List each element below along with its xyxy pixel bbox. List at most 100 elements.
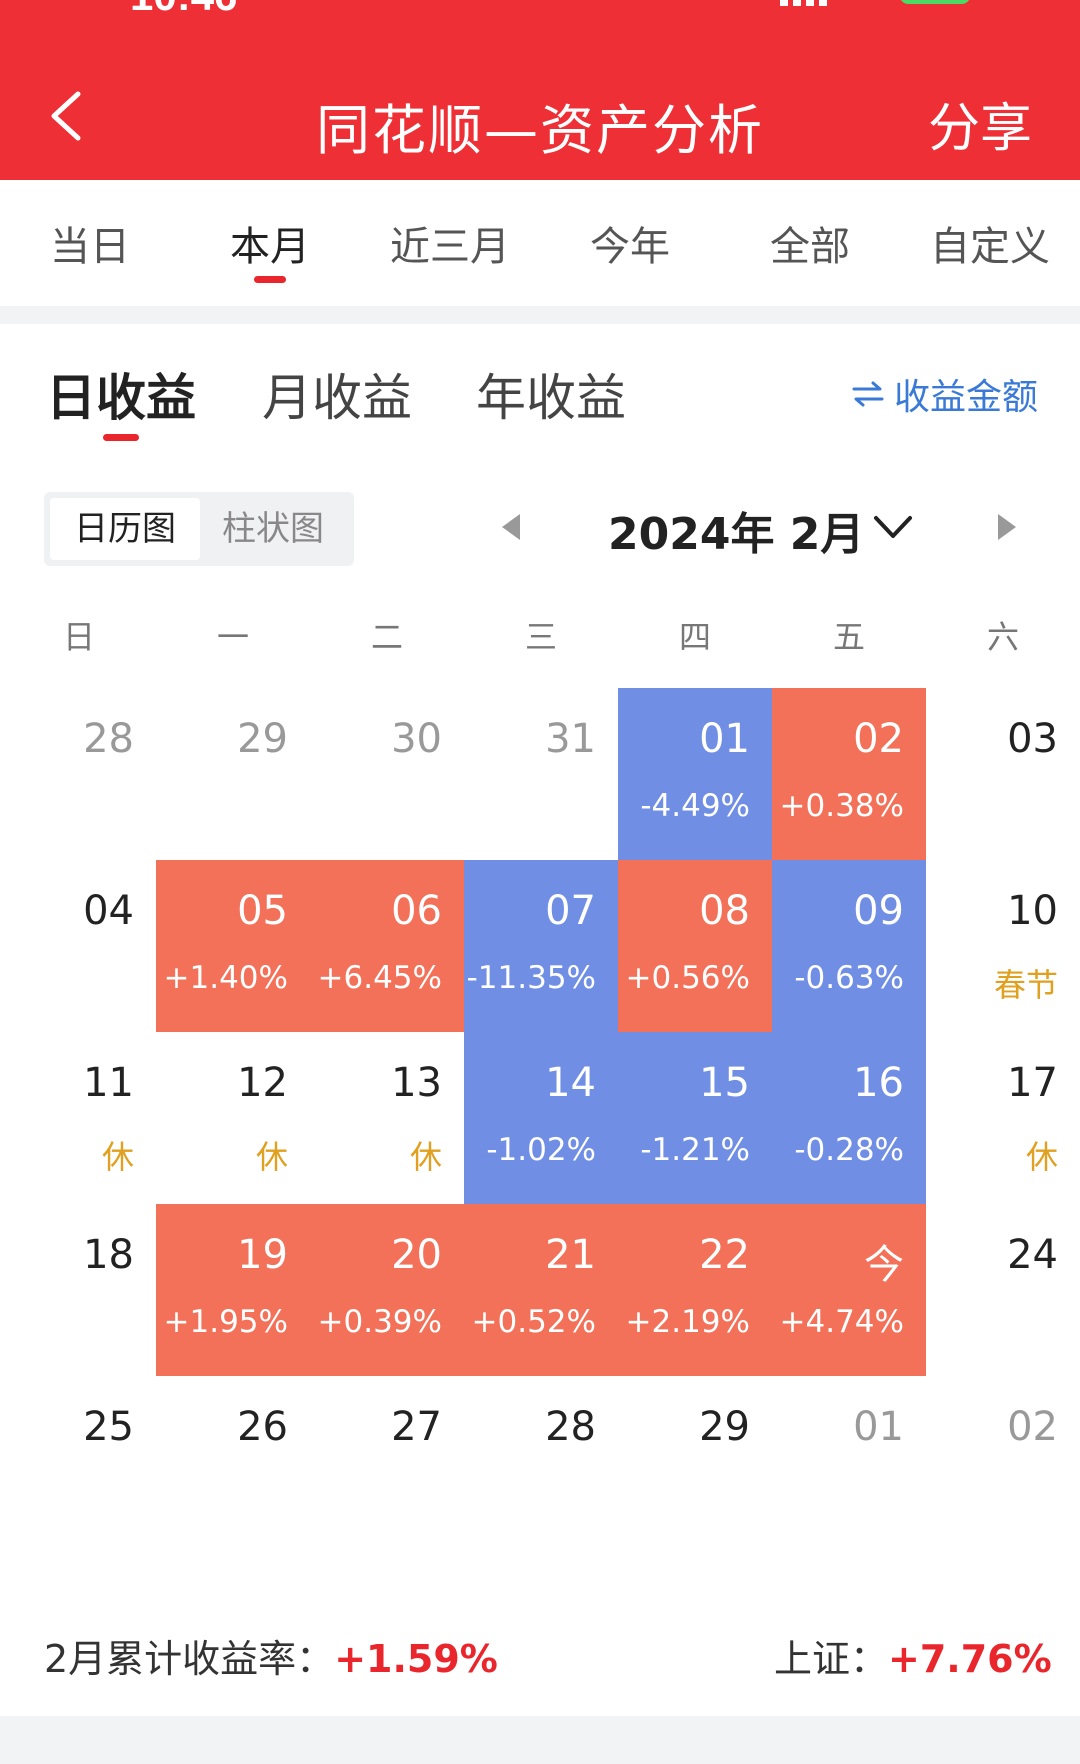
- tab-label: 近三月: [390, 224, 510, 270]
- calendar-day-cell[interactable]: 10 春节: [926, 860, 1080, 1032]
- calendar-day-cell[interactable]: 06 +6.45%: [310, 860, 464, 1032]
- holiday-note: 休: [409, 1138, 442, 1176]
- calendar-day-cell[interactable]: 13 休: [310, 1032, 464, 1204]
- day-number: 18: [83, 1232, 134, 1278]
- calendar-day-cell[interactable]: 26: [156, 1376, 310, 1548]
- weekday-label: 二: [370, 618, 403, 656]
- tab-daily-return[interactable]: 日收益: [46, 358, 196, 441]
- calendar-day-cell[interactable]: 19 +1.95%: [156, 1204, 310, 1376]
- share-button[interactable]: 分享: [927, 99, 1032, 159]
- bar-view-button[interactable]: 柱状图: [222, 509, 324, 549]
- calendar-day-cell[interactable]: 30: [310, 688, 464, 860]
- day-number: 12: [237, 1060, 288, 1106]
- bottom-divider: [0, 1716, 1080, 1764]
- calendar-day-cell[interactable]: 28: [464, 1376, 618, 1548]
- day-number: 29: [237, 716, 288, 762]
- calendar-day-cell[interactable]: 24: [926, 1204, 1080, 1376]
- status-time: 10:46: [130, 0, 237, 20]
- calendar-day-cell[interactable]: 20 +0.39%: [310, 1204, 464, 1376]
- next-month-icon[interactable]: [998, 514, 1016, 540]
- day-number: 30: [391, 716, 442, 762]
- app-header: 10:46 4G 同花顺—资产分析 分享: [0, 0, 1080, 180]
- calendar-day-cell[interactable]: 15 -1.21%: [618, 1032, 772, 1204]
- day-number: 24: [1007, 1232, 1058, 1278]
- tab-yearly-return[interactable]: 年收益: [476, 358, 626, 430]
- calendar-day-cell[interactable]: 02: [926, 1376, 1080, 1548]
- calendar-day-cell[interactable]: 21 +0.52%: [464, 1204, 618, 1376]
- calendar-day-cell[interactable]: 16 -0.28%: [772, 1032, 926, 1204]
- calendar-day-cell[interactable]: 03: [926, 688, 1080, 860]
- tab-custom[interactable]: 自定义: [900, 214, 1080, 272]
- section-divider: [0, 306, 1080, 324]
- weekday-label: 六: [986, 618, 1019, 656]
- tab-all[interactable]: 全部: [720, 214, 900, 272]
- daily-return-value: -4.49%: [640, 788, 750, 824]
- tab-today[interactable]: 当日: [0, 214, 180, 272]
- calendar-day-cell[interactable]: 29: [156, 688, 310, 860]
- daily-return-value: +2.19%: [625, 1304, 750, 1340]
- calendar-day-cell[interactable]: 29: [618, 1376, 772, 1548]
- calendar-day-cell[interactable]: 28: [2, 688, 156, 860]
- calendar-day-cell[interactable]: 05 +1.40%: [156, 860, 310, 1032]
- calendar-day-cell[interactable]: 12 休: [156, 1032, 310, 1204]
- day-number: 17: [1007, 1060, 1058, 1106]
- index-return-value: +7.76%: [888, 1637, 1052, 1681]
- daily-return-value: +1.95%: [163, 1304, 288, 1340]
- calendar-day-cell[interactable]: 18: [2, 1204, 156, 1376]
- back-button[interactable]: [38, 86, 98, 146]
- day-number: 09: [853, 888, 904, 934]
- calendar-day-cell[interactable]: 04: [2, 860, 156, 1032]
- calendar-day-cell[interactable]: 25: [2, 1376, 156, 1548]
- month-navigator: 2024年 2月: [480, 492, 1040, 566]
- signal-icon: [779, 0, 827, 6]
- calendar-day-cell[interactable]: 01 -4.49%: [618, 688, 772, 860]
- weekday-label: 一: [216, 618, 249, 656]
- tab-monthly-return[interactable]: 月收益: [262, 358, 412, 430]
- status-indicators: 4G: [779, 0, 970, 7]
- holiday-note: 春节: [993, 966, 1058, 1004]
- holiday-note: 休: [255, 1138, 288, 1176]
- tab-label: 年收益: [476, 369, 626, 427]
- day-number: 14: [545, 1060, 596, 1106]
- day-number: 22: [699, 1232, 750, 1278]
- calendar-day-cell[interactable]: 09 -0.63%: [772, 860, 926, 1032]
- daily-return-value: +0.52%: [471, 1304, 596, 1340]
- day-number: 01: [853, 1404, 904, 1450]
- day-number: 06: [391, 888, 442, 934]
- tab-label: 当日: [50, 224, 130, 270]
- calendar-day-cell[interactable]: 08 +0.56%: [618, 860, 772, 1032]
- daily-return-value: -1.21%: [640, 1132, 750, 1168]
- calendar-day-cell[interactable]: 02 +0.38%: [772, 688, 926, 860]
- calendar-day-cell[interactable]: 07 -11.35%: [464, 860, 618, 1032]
- day-number: 20: [391, 1232, 442, 1278]
- daily-return-value: +1.40%: [163, 960, 288, 996]
- calendar-view-button[interactable]: 日历图: [50, 498, 200, 560]
- day-number: 27: [391, 1404, 442, 1450]
- calendar-day-cell[interactable]: 27: [310, 1376, 464, 1548]
- calendar-day-cell[interactable]: 22 +2.19%: [618, 1204, 772, 1376]
- month-label[interactable]: 2024年 2月: [608, 509, 865, 560]
- return-amount-toggle[interactable]: 收益金额: [852, 368, 1038, 420]
- calendar-day-cell[interactable]: 今 +4.74%: [772, 1204, 926, 1376]
- tab-this-year[interactable]: 今年: [540, 214, 720, 272]
- summary-bar: 2月累计收益率：+1.59% 上证：+7.76%: [0, 1620, 1080, 1690]
- weekday-header: 日一二三四五六: [0, 612, 1080, 664]
- calendar-day-cell[interactable]: 17 休: [926, 1032, 1080, 1204]
- daily-return-value: +0.39%: [317, 1304, 442, 1340]
- swap-arrows-icon: [852, 381, 884, 407]
- day-number: 05: [237, 888, 288, 934]
- weekday-label: 三: [524, 618, 557, 656]
- day-number: 28: [83, 716, 134, 762]
- tab-three-months[interactable]: 近三月: [360, 214, 540, 272]
- calendar-day-cell[interactable]: 11 休: [2, 1032, 156, 1204]
- day-number: 26: [237, 1404, 288, 1450]
- daily-return-value: +4.74%: [779, 1304, 904, 1340]
- chevron-down-icon[interactable]: [872, 512, 914, 542]
- network-label: 4G: [841, 0, 886, 7]
- calendar-day-cell[interactable]: 14 -1.02%: [464, 1032, 618, 1204]
- day-number: 01: [699, 716, 750, 762]
- prev-month-icon[interactable]: [502, 514, 520, 540]
- tab-this-month[interactable]: 本月: [180, 214, 360, 283]
- calendar-day-cell[interactable]: 31: [464, 688, 618, 860]
- calendar-day-cell[interactable]: 01: [772, 1376, 926, 1548]
